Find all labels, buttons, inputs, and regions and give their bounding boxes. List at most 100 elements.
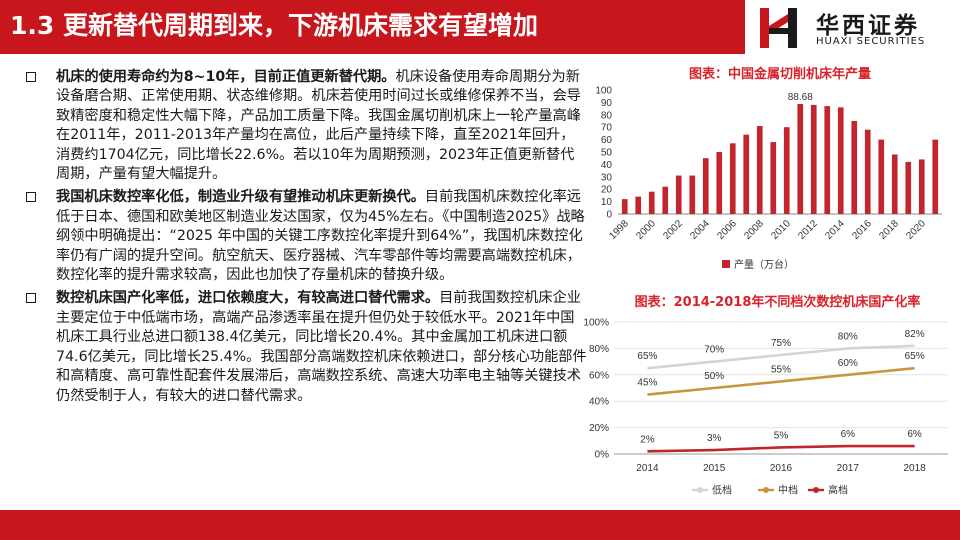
bar-2010 [783,127,790,214]
header-bar: 1.3 更新替代周期到来，下游机床需求有望增加 [0,0,745,54]
series-line-高档 [647,444,915,453]
legend-label-低档: 低档 [712,484,732,497]
square-bullet-icon [26,72,36,82]
x-tick-label: 2017 [837,463,860,474]
square-bullet-icon [26,192,36,203]
bar-2012 [810,104,817,214]
legend-label-中档: 中档 [778,484,798,497]
y-tick-label: 60 [601,135,613,146]
bar-2021 [932,139,939,214]
y-tick-label: 100 [595,86,612,97]
bar-2003 [689,175,696,214]
legend-swatch-output [722,260,730,268]
logo-text-cn: 华西证券 [816,13,920,39]
data-label: 5% [774,430,789,441]
data-label: 65% [637,351,657,362]
bar-2011 [797,104,804,214]
y-tick-label: 30 [601,172,613,183]
bar-2016 [864,129,871,214]
data-label: 75% [771,338,791,349]
bar-2017 [878,139,885,214]
bullet-heading: 机床的使用寿命约为8~10年，目前正值更新替代期。 [56,69,396,85]
x-tick-label: 2018 [903,463,926,474]
y-tick-label: 20 [601,185,613,196]
data-label: 6% [841,429,856,440]
bar-1998 [621,199,628,214]
data-label: 3% [707,433,722,444]
bar-2013 [824,106,831,214]
legend-label-output: 产量（万台） [734,258,794,271]
bar-2009 [770,142,777,214]
bullet-list: 机床的使用寿命约为8~10年，目前正值更新替代期。机床设备使用寿命周期分为新设备… [22,68,587,410]
bar-2001 [662,186,669,214]
bar-2007 [743,134,750,214]
y-tick-label: 10 [601,197,613,208]
y-tick-label: 80 [601,110,613,121]
legend-marker-中档 [763,487,769,493]
data-label: 55% [771,364,791,375]
bar-2002 [675,175,682,214]
line-chart-title: 图表：2014-2018年不同档次数控机床国产化率 [634,295,921,310]
bar-2000 [648,191,655,214]
y-tick-label: 20% [589,423,609,434]
data-label: 6% [907,429,922,440]
series-line-中档 [647,366,915,396]
legend-marker-低档 [697,487,703,493]
bullet-body: 目前我国数控机床企业主要定位于中低端市场，高端产品渗透率虽在提升但仍处于较低水平… [56,290,587,404]
bar-2004 [702,158,709,214]
x-tick-label: 2008 [742,218,766,242]
series-line-低档 [647,344,915,370]
y-tick-label: 0% [595,450,610,461]
page-title: 1.3 更新替代周期到来，下游机床需求有望增加 [10,11,538,40]
peak-data-label: 88.68 [788,92,813,103]
x-tick-label: 2010 [769,218,793,242]
bullet-body: 目前我国机床数控化率远低于日本、德国和欧美地区制造业发达国家，仅为45%左右。《… [56,189,585,284]
bar-2006 [729,143,736,214]
data-label: 60% [838,358,858,369]
x-tick-label: 2004 [688,218,712,242]
bar-2015 [851,121,858,214]
x-tick-label: 2018 [877,218,901,242]
bullet-heading: 数控机床国产化率低，进口依赖度大，有较高进口替代需求。 [56,290,440,307]
bullet-heading: 我国机床数控率化低，制造业升级有望推动机床更新换代。 [56,189,425,206]
bar-2019 [905,161,912,214]
huaxi-logo: 华西证券 HUAXI SECURITIES [752,6,957,50]
data-label: 2% [640,434,655,445]
legend-label-高档: 高档 [828,484,848,497]
x-tick-label: 2016 [770,463,793,474]
y-tick-label: 80% [589,344,609,355]
y-tick-label: 40% [589,397,609,408]
footer-bar [0,510,960,540]
x-tick-label: 2015 [703,463,726,474]
y-tick-label: 50 [601,148,613,159]
data-label: 70% [704,345,724,356]
bullet-item: 我国机床数控率化低，制造业升级有望推动机床更新换代。目前我国机床数控化率远低于日… [22,188,587,285]
y-tick-label: 100% [583,318,609,329]
y-tick-label: 60% [589,370,609,381]
x-tick-label: 2000 [634,218,658,242]
bullet-body: 机床设备使用寿命周期分为新设备磨合期、正常使用期、状态维修期。机床若使用时间过长… [56,69,581,183]
legend-marker-高档 [813,487,819,493]
line-chart: 0% 20% 40% 60% 80% 100% 2014 2015 2016 2017 2018 65… [583,318,948,497]
data-label: 82% [905,329,925,340]
bar-chart-title: 图表：中国金属切削机床年产量 [688,67,871,82]
logo-text-en: HUAXI SECURITIES [816,36,926,47]
x-tick-label: 2014 [636,463,659,474]
bar-2005 [716,152,723,214]
bar-2018 [891,154,898,214]
data-label: 80% [838,331,858,342]
y-tick-label: 90 [601,98,613,109]
bullet-item: 数控机床国产化率低，进口依赖度大，有较高进口替代需求。目前我国数控机床企业主要定… [22,289,587,405]
square-bullet-icon [26,293,36,304]
huaxi-logo-mark [760,8,797,48]
bullet-item: 机床的使用寿命约为8~10年，目前正值更新替代期。机床设备使用寿命周期分为新设备… [22,68,587,184]
bar-2014 [837,107,844,214]
bar-1999 [635,196,642,214]
x-tick-label: 2014 [823,218,847,242]
data-label: 65% [905,351,925,362]
bar-2020 [918,159,925,214]
y-tick-label: 0 [606,210,612,221]
data-label: 50% [704,371,724,382]
bar-2008 [756,125,763,214]
